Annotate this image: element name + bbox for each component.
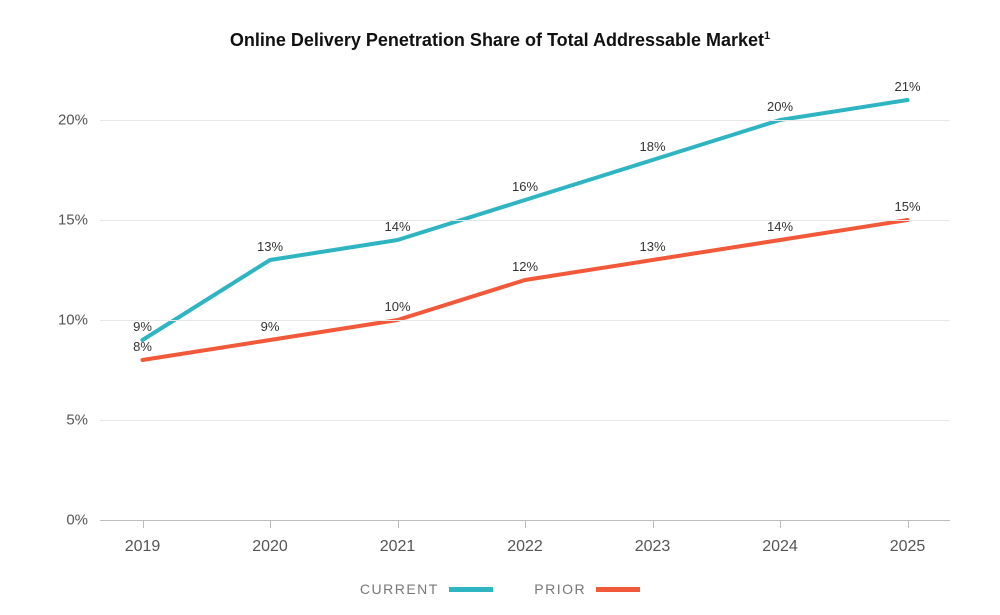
legend-label-prior: PRIOR	[534, 581, 586, 597]
data-label-prior: 10%	[384, 299, 410, 314]
gridline	[100, 320, 950, 321]
x-axis-label: 2021	[380, 538, 416, 556]
x-axis-tick	[908, 520, 909, 528]
x-axis-tick	[398, 520, 399, 528]
y-axis-label: 20%	[8, 112, 88, 129]
x-axis-tick	[143, 520, 144, 528]
data-label-current: 18%	[639, 139, 665, 154]
x-axis-label: 2023	[635, 538, 671, 556]
data-label-current: 20%	[767, 99, 793, 114]
data-label-prior: 12%	[512, 259, 538, 274]
chart-title: Online Delivery Penetration Share of Tot…	[0, 30, 1000, 51]
x-axis-label: 2022	[507, 538, 543, 556]
x-axis-tick	[270, 520, 271, 528]
y-axis-label: 5%	[8, 412, 88, 429]
gridline	[100, 420, 950, 421]
gridline	[100, 120, 950, 121]
x-axis-label: 2019	[125, 538, 161, 556]
legend-swatch-prior	[596, 587, 640, 592]
chart-container: Online Delivery Penetration Share of Tot…	[0, 0, 1000, 615]
x-axis-label: 2025	[890, 538, 926, 556]
line-series-layer	[100, 80, 950, 520]
data-label-prior: 15%	[894, 199, 920, 214]
x-axis-label: 2024	[762, 538, 798, 556]
legend-item-current: CURRENT	[360, 581, 493, 597]
data-label-prior: 13%	[639, 239, 665, 254]
data-label-current: 14%	[384, 219, 410, 234]
data-label-prior: 14%	[767, 219, 793, 234]
data-label-current: 21%	[894, 79, 920, 94]
y-axis-label: 10%	[8, 312, 88, 329]
legend-swatch-current	[449, 587, 493, 592]
legend-item-prior: PRIOR	[534, 581, 640, 597]
x-axis-label: 2020	[252, 538, 288, 556]
plot-area: 20192020202120222023202420259%13%14%16%1…	[100, 80, 950, 520]
data-label-current: 9%	[133, 319, 152, 334]
gridline	[100, 220, 950, 221]
x-axis-tick	[780, 520, 781, 528]
y-axis-label: 15%	[8, 212, 88, 229]
chart-title-footnote: 1	[764, 30, 770, 42]
data-label-current: 16%	[512, 179, 538, 194]
data-label-prior: 9%	[261, 319, 280, 334]
chart-title-text: Online Delivery Penetration Share of Tot…	[230, 30, 764, 50]
x-axis-tick	[525, 520, 526, 528]
y-axis-label: 0%	[8, 512, 88, 529]
legend-label-current: CURRENT	[360, 581, 439, 597]
data-label-prior: 8%	[133, 339, 152, 354]
legend: CURRENT PRIOR	[0, 581, 1000, 597]
data-label-current: 13%	[257, 239, 283, 254]
x-axis-tick	[653, 520, 654, 528]
